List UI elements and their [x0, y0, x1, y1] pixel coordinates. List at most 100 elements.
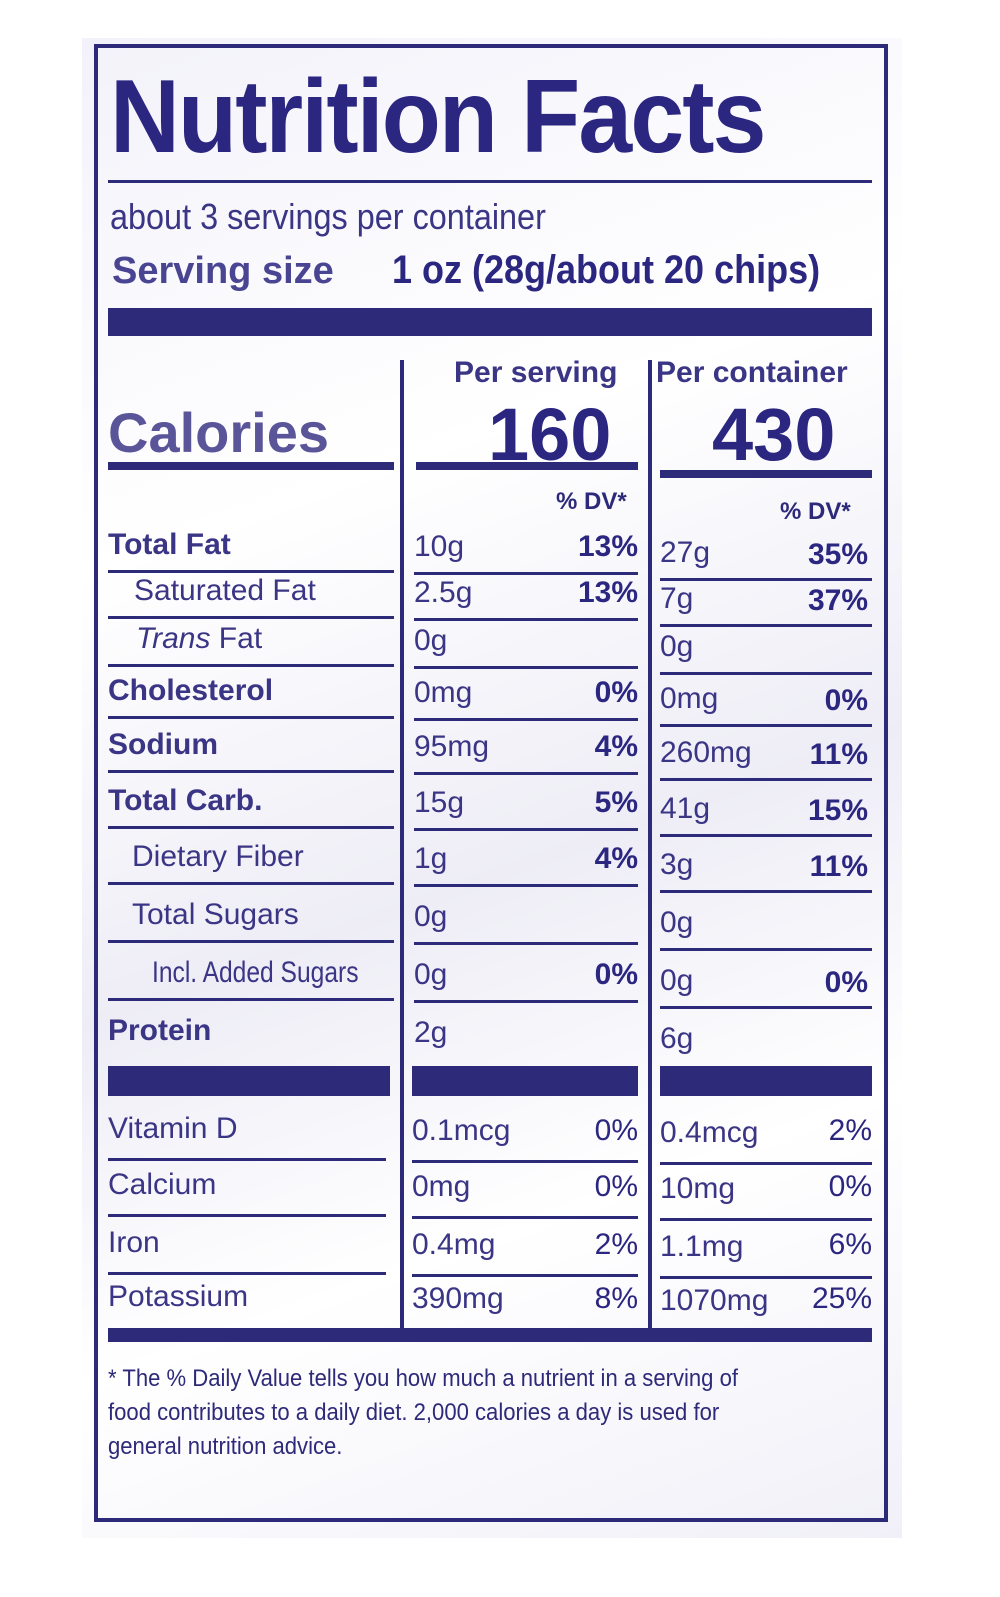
row-rule: [660, 778, 872, 781]
row-rule: [660, 624, 872, 627]
row-rule: [412, 1160, 638, 1163]
serving-amount: 2g: [414, 1016, 448, 1049]
row-rule: [414, 666, 638, 669]
calories-per-container: 430: [712, 393, 836, 476]
nutrient-name: Total Fat: [108, 528, 231, 561]
servings-per-container: about 3 servings per container: [110, 196, 546, 237]
nutrient-name-rest: Fat: [210, 622, 263, 655]
container-dv: 0%: [824, 684, 868, 717]
serving-dv: 4%: [594, 730, 638, 763]
label-background: [82, 38, 902, 1538]
row-rule: [108, 826, 394, 829]
container-dv: 25%: [811, 1282, 872, 1315]
per-container-header: Per container: [656, 356, 848, 389]
per-serving-header: Per serving: [454, 356, 618, 389]
row-rule: [108, 882, 394, 885]
serving-dv: 4%: [594, 842, 638, 875]
nutrient-name: Cholesterol: [108, 674, 274, 707]
row-rule: [660, 948, 872, 951]
row-rule: [660, 1162, 872, 1165]
container-amount: 1070mg: [660, 1284, 769, 1317]
row-rule: [414, 942, 638, 945]
nutrient-name: Protein: [108, 1014, 212, 1047]
serving-dv: 13%: [577, 530, 638, 563]
vitamin-name: Iron: [108, 1226, 160, 1259]
vitamin-name: Vitamin D: [108, 1112, 238, 1145]
row-rule: [108, 998, 394, 1001]
container-amount: 41g: [660, 792, 711, 825]
container-amount: 10mg: [660, 1172, 736, 1205]
row-rule: [414, 772, 638, 775]
calories-rule: [416, 462, 638, 470]
serving-amount: 0mg: [414, 676, 473, 709]
nutrient-name: Saturated Fat: [134, 574, 316, 607]
container-amount: 0g: [660, 630, 694, 663]
container-dv: 0%: [828, 1170, 872, 1203]
row-rule: [108, 664, 394, 667]
container-dv: 11%: [809, 850, 868, 883]
row-rule: [660, 1276, 872, 1279]
container-amount: 6g: [660, 1022, 694, 1055]
nutrient-name: Total Sugars: [132, 898, 299, 931]
serving-size-value: 1 oz (28g/about 20 chips): [392, 248, 821, 292]
dv-header-serving: % DV*: [556, 488, 627, 515]
nutrition-panel: [94, 44, 888, 1522]
container-dv: 11%: [809, 738, 868, 771]
row-rule: [414, 618, 638, 621]
container-dv: 0%: [824, 966, 868, 999]
serving-amount: 0.1mcg: [412, 1114, 511, 1147]
divider: [108, 180, 872, 183]
nutrient-name: Total Carb.: [108, 784, 263, 817]
serving-dv: 13%: [577, 576, 638, 609]
container-amount: 1.1mg: [660, 1230, 744, 1263]
container-amount: 7g: [660, 582, 694, 615]
serving-amount: 1g: [414, 842, 448, 875]
daily-value-footnote: * The % Daily Value tells you how much a…: [108, 1365, 739, 1460]
container-amount: 27g: [660, 536, 711, 569]
serving-dv: 0%: [594, 1170, 638, 1203]
thick-divider: [108, 1328, 872, 1342]
nutrient-name: Incl. Added Sugars: [152, 956, 359, 989]
container-amount: 0.4mcg: [660, 1116, 759, 1149]
row-rule: [108, 570, 394, 573]
serving-dv: 0%: [594, 958, 638, 991]
column-divider: [648, 360, 652, 1330]
nutrient-name: Dietary Fiber: [132, 840, 304, 873]
serving-amount: 0g: [414, 958, 448, 991]
calories-label: Calories: [108, 401, 329, 464]
row-rule: [412, 1274, 638, 1277]
serving-dv: 8%: [594, 1282, 638, 1315]
container-dv: 35%: [807, 538, 868, 571]
row-rule: [412, 1216, 638, 1219]
serving-amount: 0g: [414, 900, 448, 933]
vitamin-name: Calcium: [108, 1168, 217, 1201]
container-amount: 0g: [660, 906, 694, 939]
row-rule: [660, 890, 872, 893]
serving-amount: 0.4mg: [412, 1228, 496, 1261]
container-dv: 6%: [828, 1228, 872, 1261]
serving-dv: 5%: [594, 786, 638, 819]
row-rule: [660, 1218, 872, 1221]
thick-divider: [108, 308, 872, 336]
serving-amount: 0mg: [412, 1170, 471, 1203]
serving-dv: 0%: [594, 1114, 638, 1147]
serving-amount: 10g: [414, 530, 465, 563]
row-rule: [108, 770, 394, 773]
row-rule: [108, 1214, 386, 1217]
row-rule: [660, 724, 872, 727]
dv-header-container: % DV*: [780, 498, 851, 525]
row-rule: [660, 834, 872, 837]
serving-dv: 0%: [594, 676, 638, 709]
serving-amount: 2.5g: [414, 576, 473, 609]
row-rule: [414, 884, 638, 887]
calories-rule: [108, 462, 394, 470]
row-rule: [414, 718, 638, 721]
nutrient-name: Sodium: [108, 728, 218, 761]
row-rule: [108, 1272, 386, 1275]
container-amount: 0g: [660, 964, 694, 997]
row-rule: [108, 1158, 386, 1161]
serving-dv: 2%: [594, 1228, 638, 1261]
serving-size-label: Serving size: [112, 250, 334, 292]
row-rule: [108, 940, 394, 943]
serving-amount: 95mg: [414, 730, 490, 763]
